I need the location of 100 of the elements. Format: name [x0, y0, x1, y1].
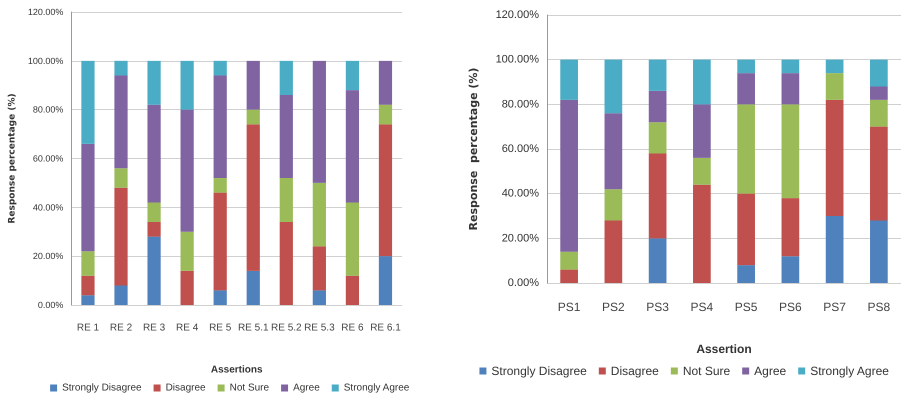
y-tick-label: 80.00% [502, 98, 540, 110]
x-tick-label: PS3 [646, 300, 670, 314]
bar [604, 113, 622, 190]
legend-label: Disagree [610, 364, 660, 378]
bar [604, 189, 622, 220]
bar [648, 238, 666, 283]
y-tick-label: 120.00% [28, 7, 64, 17]
bar [826, 60, 844, 74]
bar [114, 75, 128, 168]
bar [214, 192, 227, 290]
bar [180, 60, 194, 110]
bar [378, 124, 392, 256]
x-tick-label: RE 5.1 [238, 322, 269, 334]
y-axis-title: Response percentage (%) [8, 93, 18, 224]
bar [280, 95, 293, 178]
x-tick-label: PS2 [602, 300, 626, 314]
bar [246, 270, 260, 305]
x-tick-label: RE 3 [142, 322, 166, 334]
x-tick-label: RE 4 [176, 322, 199, 334]
bar [737, 73, 755, 104]
y-tick-label: 100.00% [496, 54, 540, 66]
bar [81, 251, 95, 276]
y-tick-label: 20.00% [502, 232, 540, 244]
bar [147, 60, 161, 105]
bar [560, 60, 578, 100]
bar [312, 290, 326, 305]
x-tick-label: RE 6 [341, 322, 364, 334]
x-tick-label: RE 5.3 [304, 322, 336, 334]
legend-label: Agree [293, 382, 320, 394]
legend-label: Agree [754, 364, 787, 378]
bar [826, 100, 844, 216]
bar [114, 188, 128, 286]
bar [214, 178, 227, 193]
x-tick-label: PS1 [558, 300, 581, 314]
x-axis-title: Assertions [210, 364, 263, 376]
bar [693, 184, 711, 283]
bar [180, 110, 194, 232]
x-tick-label: PS4 [690, 300, 714, 314]
bar [246, 124, 260, 271]
y-tick-label: 60.00% [32, 154, 64, 164]
y-tick-label: 40.00% [32, 202, 64, 212]
bar [826, 216, 844, 283]
bar [560, 100, 578, 252]
bar [147, 222, 161, 237]
bar [114, 285, 128, 305]
bar [147, 202, 161, 222]
x-tick-label: RE 5 [209, 322, 232, 334]
bar [81, 295, 95, 305]
bar [312, 246, 326, 290]
bar [214, 75, 227, 178]
y-tick-label: 80.00% [32, 104, 64, 115]
bar [378, 104, 392, 124]
bar [648, 153, 666, 238]
legend-label: Strongly Agree [810, 364, 890, 378]
bar [737, 60, 755, 74]
y-tick-label: 120.00% [496, 9, 540, 21]
bar [214, 290, 227, 305]
bar [782, 73, 800, 104]
bar [81, 60, 95, 144]
bar [346, 60, 360, 90]
bar [280, 60, 293, 96]
bar [782, 198, 800, 256]
x-tick-label: RE 2 [110, 322, 133, 334]
bar [312, 60, 326, 183]
bar [604, 220, 622, 283]
y-tick-label: 40.00% [502, 188, 540, 200]
x-tick-label: PS5 [734, 300, 758, 314]
legend-label: Not Sure [682, 364, 731, 378]
bar [180, 232, 194, 271]
bar [246, 60, 260, 110]
bar [826, 73, 844, 100]
bar [560, 252, 578, 270]
y-tick-label: 100.00% [28, 56, 64, 66]
bar [280, 178, 293, 222]
x-tick-label: PS6 [779, 300, 802, 314]
bar [870, 126, 888, 220]
bar [81, 276, 95, 296]
bar [648, 122, 666, 154]
bar [346, 202, 360, 276]
bar [870, 86, 888, 100]
bar [782, 104, 800, 198]
bar [246, 110, 260, 124]
bar [280, 222, 293, 305]
legend-label: Disagree [166, 382, 206, 394]
y-tick-label: 0.00% [508, 277, 540, 289]
bar [693, 104, 711, 158]
bar [648, 60, 666, 91]
bar [114, 168, 128, 188]
bar [346, 276, 360, 305]
bar [737, 104, 755, 194]
bar [604, 60, 622, 114]
bar [648, 90, 666, 122]
bar [346, 90, 360, 202]
x-tick-label: PS7 [823, 300, 846, 314]
bar [147, 236, 161, 305]
y-axis-title: Response percentage (%) [467, 68, 480, 230]
bar [147, 104, 161, 202]
legend-label: Strongly Agree [344, 382, 410, 394]
bar [214, 60, 227, 76]
bar [114, 60, 128, 76]
